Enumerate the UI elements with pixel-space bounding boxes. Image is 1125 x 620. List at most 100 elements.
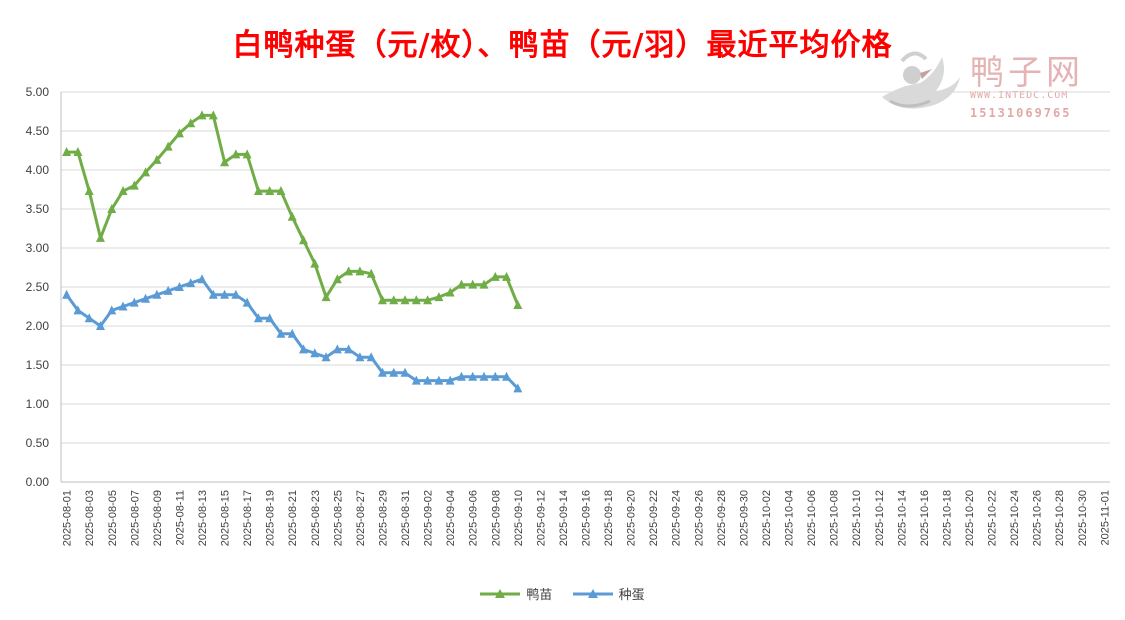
series-duckling-point (400, 295, 410, 305)
series-egg-point (220, 289, 230, 299)
x-axis-ticks: 2025-08-01 2025-08-03 2025-08-05 2025-08-07… (62, 490, 1112, 546)
series-egg-point (141, 293, 151, 303)
series-duckling-point (344, 266, 354, 276)
series-egg-point (253, 313, 263, 323)
series-duckling-point (265, 186, 275, 196)
series-egg-point (299, 344, 309, 354)
legend-item-egg: 种蛋 (572, 584, 645, 603)
legend-marker-egg (572, 588, 613, 598)
series-egg-point (152, 289, 162, 299)
y-tick-label: 3.00 (26, 241, 50, 255)
series-egg (62, 274, 523, 393)
series-duckling-point (366, 268, 376, 278)
series-duckling-point (141, 167, 151, 177)
series-duckling-point (95, 232, 105, 242)
y-tick-label: 0.00 (26, 475, 50, 489)
series-egg-point (197, 274, 207, 284)
series-duckling-point (73, 147, 83, 157)
series-egg-point (242, 297, 252, 307)
series-duckling-point (186, 118, 196, 128)
y-axis-ticks: 0.00 0.50 1.00 1.50 2.00 2.50 3.00 3.50 4.00 4.50… (26, 85, 50, 489)
series-egg-point (366, 352, 376, 362)
series-egg-point (332, 344, 342, 354)
x-tick-label: 2025-10-24 (1009, 490, 1021, 546)
series-duckling-line (66, 113, 520, 306)
legend-label-egg: 种蛋 (618, 588, 645, 603)
series-egg-point (377, 367, 387, 377)
chart-title: 白鸭种蛋（元/枚）、鸭苗（元/羽）最近平均价格 (232, 28, 893, 63)
y-tick-label: 4.50 (26, 124, 50, 138)
series-egg-point (423, 375, 433, 385)
x-tick-label: 2025-09-08 (490, 490, 502, 546)
x-tick-label: 2025-09-04 (445, 490, 457, 546)
x-tick-label: 2025-10-10 (851, 490, 863, 546)
x-tick-label: 2025-10-12 (874, 490, 886, 546)
x-tick-label: 2025-09-14 (558, 490, 570, 546)
x-tick-label: 2025-10-26 (1032, 490, 1044, 546)
series-egg-point (502, 371, 512, 381)
x-tick-label: 2025-08-25 (332, 490, 344, 546)
series-duckling-point (174, 128, 184, 138)
series-duckling-point (355, 266, 365, 276)
series-egg-point (355, 352, 365, 362)
watermark: 鸭子网 WWW.INTEDC.COM 15131069765 (872, 45, 1122, 125)
series-egg-point (95, 321, 105, 330)
series-duckling-point (242, 149, 252, 159)
series-egg-point (287, 328, 297, 338)
series-egg-point (118, 301, 128, 311)
series-duckling-point (152, 154, 162, 164)
series-duckling-point (434, 292, 444, 302)
series-duckling-point (490, 271, 500, 281)
legend-marker-duckling (480, 588, 521, 598)
x-tick-label: 2025-08-21 (287, 490, 299, 546)
x-tick-label: 2025-08-23 (310, 490, 322, 546)
series-duckling-point (299, 235, 309, 245)
y-tick-label: 0.50 (26, 436, 50, 450)
x-tick-label: 2025-09-24 (671, 490, 683, 546)
series-egg-point (174, 282, 184, 291)
x-tick-label: 2025-10-18 (941, 490, 953, 546)
watermark-site: WWW.INTEDC.COM (970, 90, 1069, 101)
y-tick-label: 5.00 (26, 85, 50, 99)
series-egg-point (129, 297, 139, 307)
series-duckling-point (377, 295, 387, 305)
x-tick-label: 2025-08-01 (62, 490, 74, 546)
y-tick-label: 2.50 (26, 280, 50, 294)
x-tick-label: 2025-08-15 (220, 490, 232, 546)
x-tick-label: 2025-10-14 (896, 490, 908, 546)
series-duckling-point (321, 292, 331, 302)
series-duckling (62, 110, 523, 309)
series-egg-point (186, 278, 196, 288)
x-tick-label: 2025-09-16 (581, 490, 593, 546)
y-tick-label: 2.00 (26, 319, 50, 333)
x-tick-label: 2025-09-02 (423, 490, 435, 546)
series-egg-point (400, 367, 410, 377)
series-egg-point (468, 371, 478, 381)
x-tick-label: 2025-11-01 (1099, 490, 1111, 545)
series-egg-point (434, 375, 444, 385)
series-egg-point (321, 352, 331, 362)
x-tick-label: 2025-08-31 (400, 490, 412, 546)
series-duckling-point (423, 295, 433, 305)
duck-logo-icon (882, 51, 960, 109)
legend-item-duckling: 鸭苗 (480, 584, 552, 603)
series-duckling-point (310, 258, 320, 268)
x-tick-label: 2025-09-26 (693, 490, 705, 546)
x-tick-label: 2025-10-02 (761, 490, 773, 546)
series-duckling-point (456, 279, 466, 289)
y-tick-label: 1.50 (26, 358, 50, 372)
series-egg-point (231, 289, 241, 299)
series-duckling-point (445, 287, 455, 297)
series-egg-point (107, 305, 117, 315)
series-egg-point (73, 305, 83, 315)
x-tick-label: 2025-08-09 (152, 490, 164, 546)
x-tick-label: 2025-08-17 (242, 490, 254, 546)
series-duckling-point (276, 186, 286, 196)
series-egg-point (265, 313, 275, 323)
series-egg-point (84, 313, 94, 323)
x-tick-label: 2025-10-16 (919, 490, 931, 546)
x-tick-label: 2025-10-22 (987, 490, 999, 546)
series-duckling-point (62, 147, 72, 157)
series-duckling-point (107, 204, 117, 213)
